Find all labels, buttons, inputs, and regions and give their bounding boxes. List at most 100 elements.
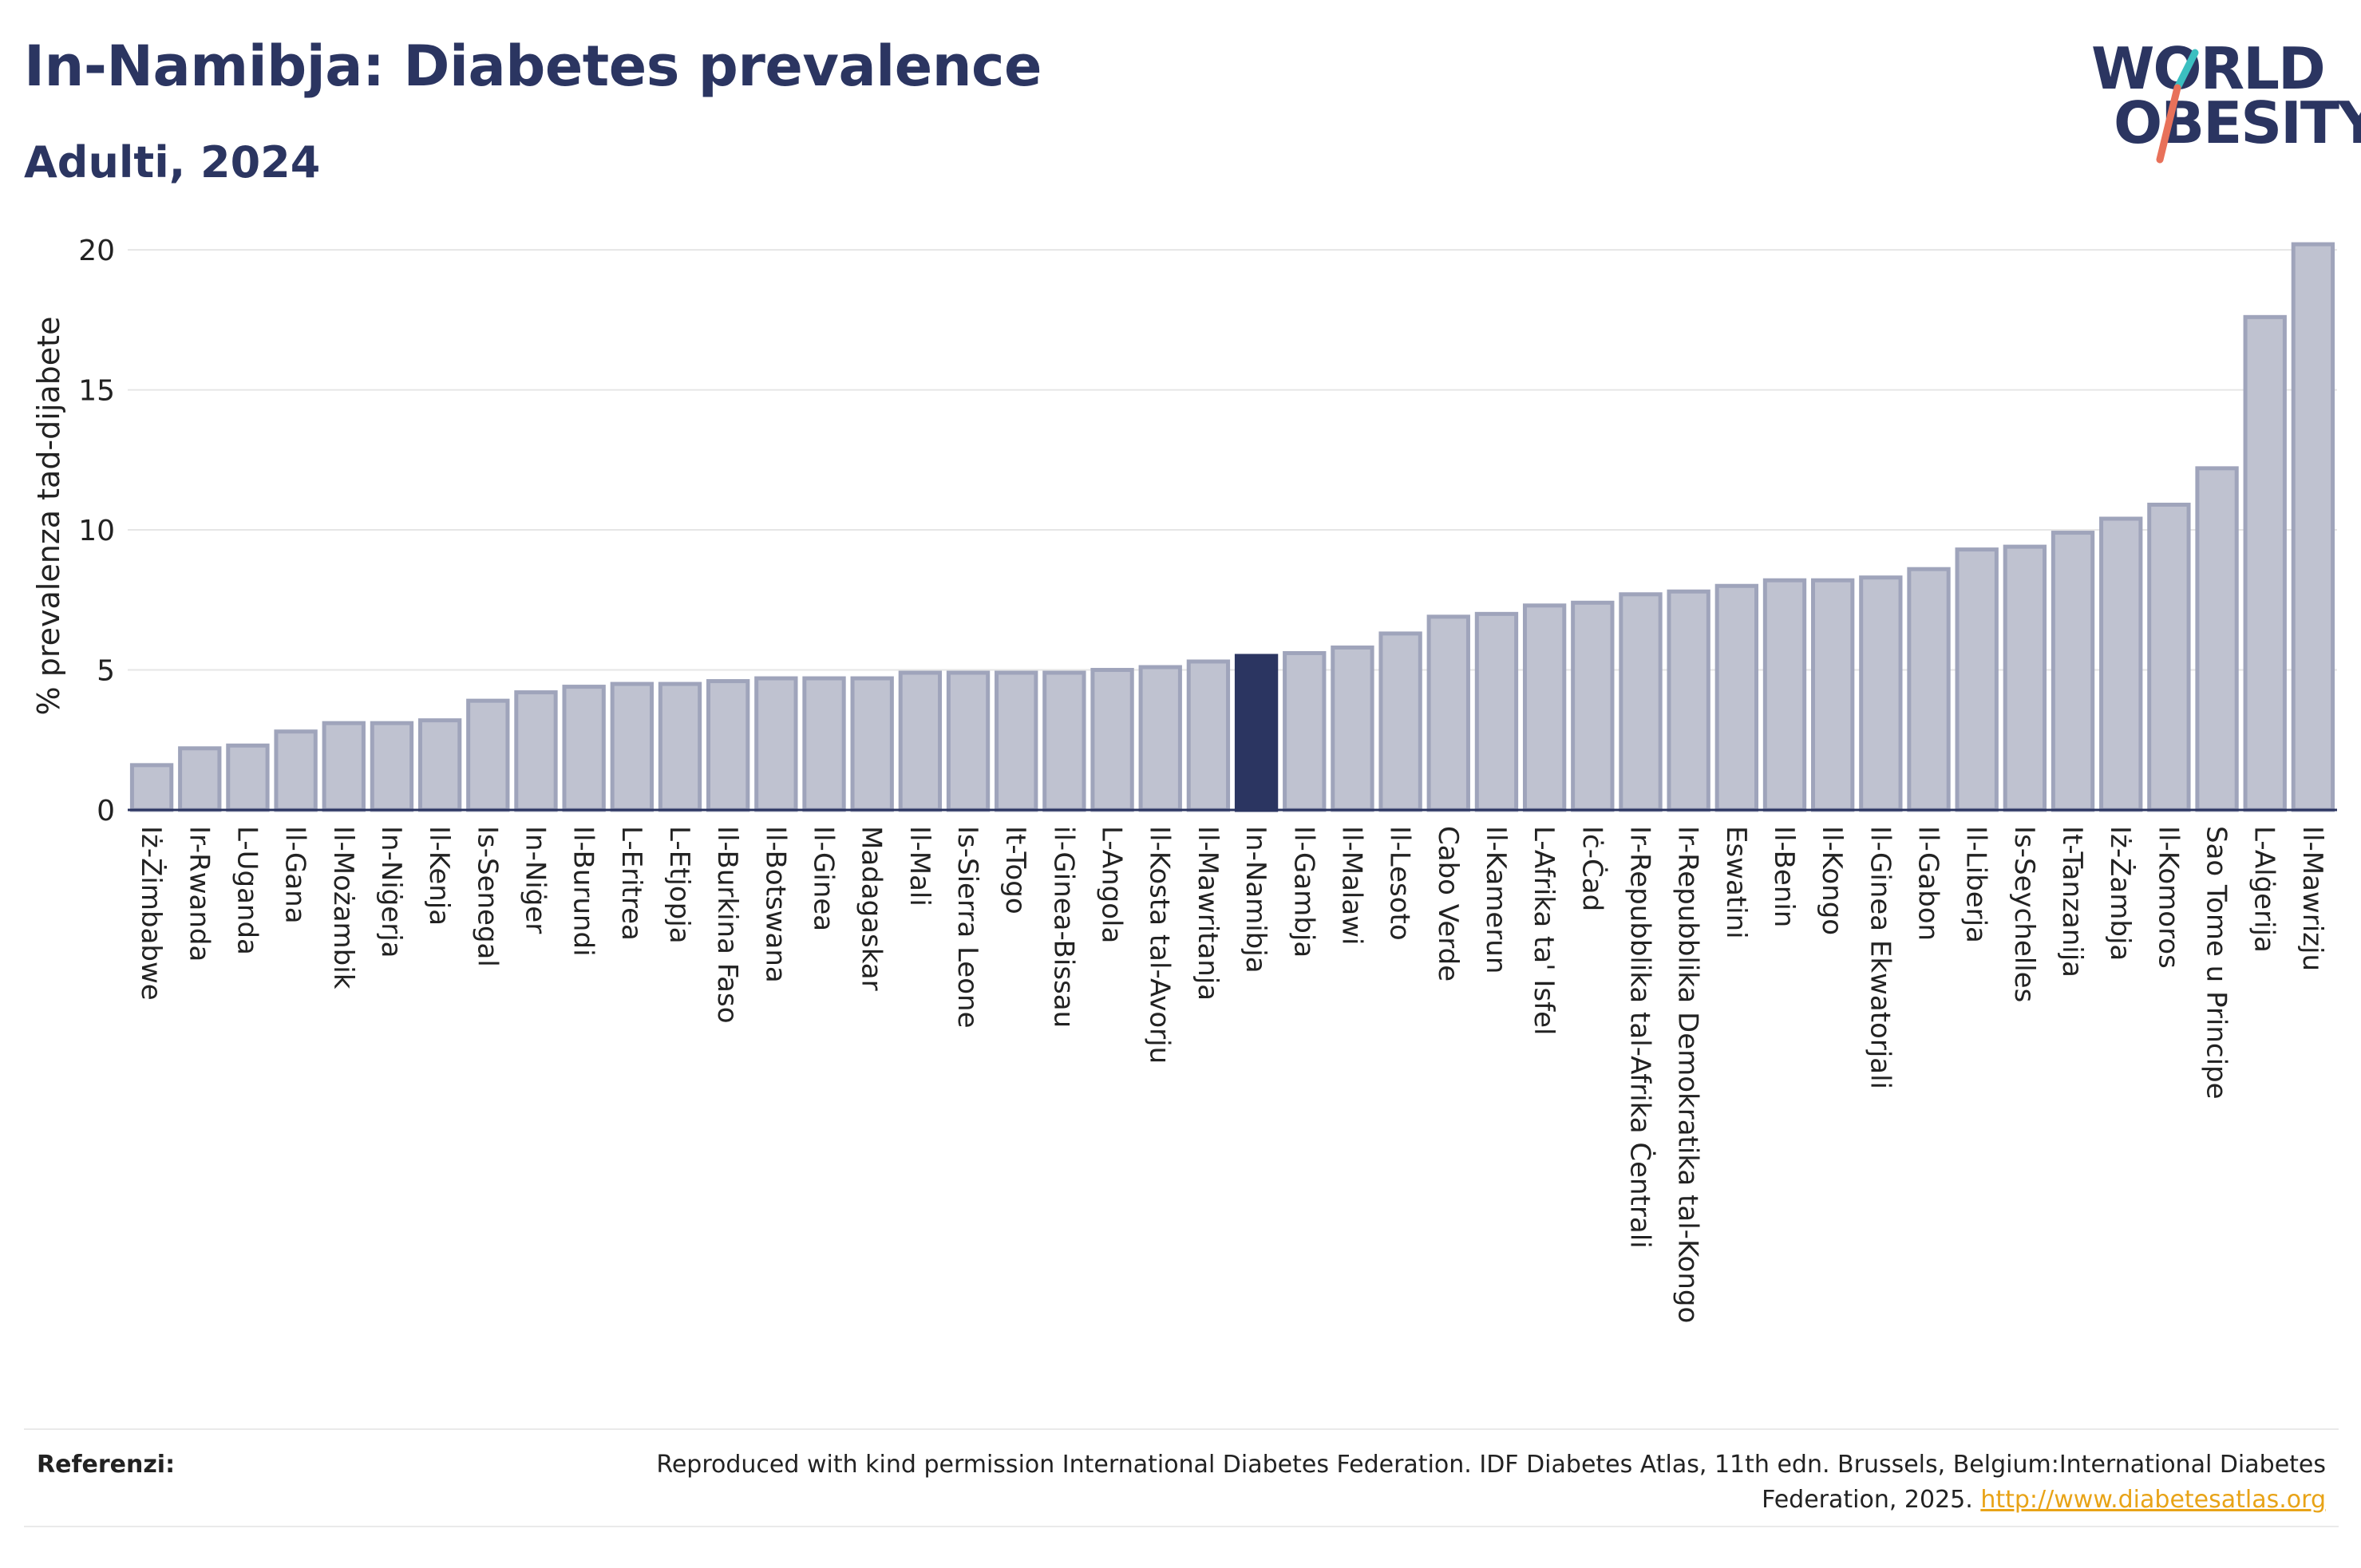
y-tick-label: 0 xyxy=(97,795,115,827)
bar xyxy=(1762,578,1807,812)
bar xyxy=(562,685,606,812)
x-tick-label: Il-Liberja xyxy=(1960,826,1992,943)
x-tick-label: Il-Możambik xyxy=(327,826,359,989)
logo-line2: OBESITY xyxy=(2114,89,2361,156)
bar xyxy=(466,698,510,812)
x-tick-label: Cabo Verde xyxy=(1432,826,1464,981)
x-tick-label: Il-Burkina Faso xyxy=(711,826,743,1024)
x-tick-label: Is-Senegal xyxy=(471,826,503,967)
bar xyxy=(2195,466,2239,812)
x-tick-label: Ir-Repubblika tal-Afrika Ċentrali xyxy=(1623,826,1656,1249)
bar xyxy=(1522,603,1567,812)
bar xyxy=(2291,242,2335,812)
x-tick-label: L-Uganda xyxy=(231,826,263,955)
bar xyxy=(610,681,654,812)
logo-line1: WORLD xyxy=(2091,35,2326,102)
logo-slash-coral xyxy=(2156,84,2181,164)
x-tick-label: Il-Kongo xyxy=(1816,826,1848,935)
x-tick-label: Iż-Żambja xyxy=(2104,826,2136,961)
y-axis-label: % prevalenza tad-dijabete xyxy=(31,317,66,716)
bar xyxy=(802,676,846,812)
x-tick-label: Il-Mawrizju xyxy=(2296,826,2328,971)
bar xyxy=(1811,578,1855,812)
bar xyxy=(1234,654,1279,812)
bar xyxy=(2051,531,2095,812)
x-tick-label: Il-Gabon xyxy=(1912,826,1944,941)
references-text: Reproduced with kind permission Internat… xyxy=(570,1448,2326,1518)
x-tick-label: L-Alġerija xyxy=(2248,826,2280,953)
bar xyxy=(1283,650,1327,812)
x-tick-label: L-Eritrea xyxy=(615,826,647,941)
x-tick-label: Il-Kenja xyxy=(423,826,455,926)
bar xyxy=(1474,611,1519,812)
references-citation: Reproduced with kind permission Internat… xyxy=(656,1451,2326,1514)
bar xyxy=(129,763,174,812)
x-tick-label: Eswatini xyxy=(1720,826,1752,939)
x-tick-label: Il-Kamerun xyxy=(1480,826,1512,974)
x-tick-label: Il-Botswana xyxy=(759,826,791,983)
x-tick-label: In-Namibja xyxy=(1240,826,1271,974)
bar xyxy=(2147,502,2191,812)
x-tick-label: Is-Sierra Leone xyxy=(951,826,983,1029)
y-tick-label: 15 xyxy=(78,375,115,408)
bar xyxy=(178,746,222,812)
bar xyxy=(658,681,702,812)
logo-slash-teal xyxy=(2173,49,2199,92)
x-tick-label: Il-Malawi xyxy=(1335,826,1367,945)
bar xyxy=(1667,589,1710,812)
x-tick-label: In-Niġer xyxy=(519,826,551,934)
page-title: In-Namibja: Diabetes prevalence xyxy=(24,34,1042,99)
page-subtitle: Adulti, 2024 xyxy=(24,137,321,188)
bar xyxy=(514,690,558,812)
x-tick-label: il-Ginea-Bissau xyxy=(1047,826,1079,1028)
x-tick-label: Il-Gana xyxy=(279,826,311,924)
bar xyxy=(1426,614,1470,812)
x-tick-label: In-Niġerja xyxy=(375,826,407,958)
bar xyxy=(1331,645,1374,812)
logo-slash-icon xyxy=(2156,49,2199,164)
x-tick-label: Ir-Rwanda xyxy=(183,826,215,962)
bar xyxy=(946,670,991,812)
x-tick-label: Il-Ginea Ekwatorjali xyxy=(1864,826,1896,1089)
bar xyxy=(1042,670,1086,812)
bar-chart: 0 5 10 15 20 % prevalenza tad-dijabete Iż-Żimb… xyxy=(31,235,2337,1323)
bar xyxy=(1571,600,1615,812)
bar xyxy=(2099,516,2143,812)
bar xyxy=(1714,583,1758,812)
y-tick-label: 10 xyxy=(78,515,115,547)
y-tick-label: 20 xyxy=(78,235,115,267)
bar xyxy=(1955,547,1999,812)
bar xyxy=(706,679,750,812)
x-tick-label: Il-Gambja xyxy=(1287,826,1319,958)
bar xyxy=(898,670,943,812)
bar xyxy=(1138,665,1182,812)
bar xyxy=(322,721,366,812)
x-tick-label: Il-Burundi xyxy=(568,826,599,957)
bar xyxy=(1378,631,1422,812)
bar xyxy=(1619,592,1663,812)
x-tick-label: L-Angola xyxy=(1096,826,1128,943)
bar xyxy=(274,729,318,812)
bar xyxy=(1859,575,1903,812)
bar xyxy=(1186,659,1231,812)
x-tick-label: Is-Seychelles xyxy=(2008,826,2040,1002)
x-tick-label: Iċ-Ċad xyxy=(1576,826,1608,911)
x-tick-label: It-Tanzanija xyxy=(2056,826,2088,978)
footer-divider-bottom xyxy=(24,1526,2339,1527)
x-tick-label: Sao Tome u Principe xyxy=(2201,826,2232,1100)
x-tick-label: It-Togo xyxy=(999,826,1031,914)
x-tick-label: Il-Benin xyxy=(1768,826,1800,927)
x-tick-label: Il-Ginea xyxy=(808,826,840,931)
y-tick-label: 5 xyxy=(97,655,115,688)
x-tick-label: Il-Kosta tal-Avorju xyxy=(1144,826,1176,1064)
footer-divider-top xyxy=(24,1428,2339,1430)
x-tick-label: L-Afrika ta' Isfel xyxy=(1528,826,1560,1035)
bar xyxy=(2003,544,2047,812)
x-tick-label: Il-Lesoto xyxy=(1384,826,1416,941)
x-tick-label: Iż-Żimbabwe xyxy=(135,826,167,1001)
bar xyxy=(1907,567,1951,812)
references-link[interactable]: http://www.diabetesatlas.org xyxy=(1980,1486,2326,1514)
x-tick-label: L-Etjopja xyxy=(663,826,695,944)
bar xyxy=(754,676,798,812)
bar xyxy=(370,721,414,812)
